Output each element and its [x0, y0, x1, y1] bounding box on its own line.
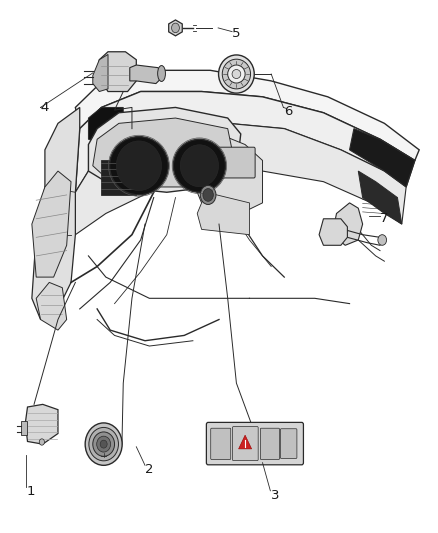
- Polygon shape: [102, 160, 136, 195]
- Polygon shape: [93, 118, 232, 187]
- Ellipse shape: [228, 65, 245, 83]
- Bar: [21, 421, 27, 434]
- Ellipse shape: [173, 139, 226, 192]
- Ellipse shape: [93, 432, 115, 456]
- Text: 1: 1: [27, 486, 35, 498]
- Polygon shape: [32, 108, 80, 319]
- Ellipse shape: [158, 66, 166, 82]
- Polygon shape: [93, 54, 108, 92]
- Polygon shape: [36, 282, 67, 330]
- Polygon shape: [197, 192, 250, 235]
- Text: 5: 5: [232, 27, 240, 39]
- Text: 3: 3: [271, 489, 280, 502]
- Polygon shape: [32, 171, 71, 277]
- FancyBboxPatch shape: [209, 147, 255, 178]
- Polygon shape: [97, 52, 136, 92]
- Text: 6: 6: [284, 104, 293, 118]
- Polygon shape: [75, 92, 415, 192]
- Polygon shape: [25, 405, 58, 444]
- Polygon shape: [358, 171, 402, 224]
- Ellipse shape: [232, 69, 241, 78]
- Polygon shape: [350, 128, 415, 187]
- Text: 2: 2: [145, 463, 153, 475]
- Ellipse shape: [89, 427, 118, 461]
- Polygon shape: [75, 70, 419, 160]
- Circle shape: [200, 185, 216, 205]
- Circle shape: [203, 189, 213, 201]
- Ellipse shape: [219, 55, 254, 93]
- Polygon shape: [319, 219, 347, 245]
- Polygon shape: [88, 108, 241, 192]
- Ellipse shape: [116, 141, 162, 191]
- Ellipse shape: [97, 436, 111, 452]
- Circle shape: [172, 23, 180, 33]
- FancyBboxPatch shape: [206, 422, 304, 465]
- Polygon shape: [75, 123, 406, 235]
- Polygon shape: [239, 435, 252, 449]
- FancyBboxPatch shape: [211, 428, 231, 459]
- Ellipse shape: [222, 59, 251, 89]
- Polygon shape: [88, 108, 123, 144]
- Ellipse shape: [85, 423, 122, 465]
- Circle shape: [39, 439, 45, 445]
- Polygon shape: [193, 128, 262, 214]
- Polygon shape: [169, 20, 182, 36]
- Ellipse shape: [110, 136, 168, 195]
- Text: 7: 7: [380, 212, 389, 225]
- Ellipse shape: [180, 145, 219, 187]
- FancyBboxPatch shape: [280, 429, 297, 458]
- Polygon shape: [332, 203, 363, 245]
- Text: 4: 4: [41, 101, 49, 114]
- FancyBboxPatch shape: [233, 426, 258, 461]
- Ellipse shape: [100, 440, 107, 448]
- Circle shape: [378, 235, 387, 245]
- Polygon shape: [130, 65, 160, 84]
- FancyBboxPatch shape: [260, 428, 279, 459]
